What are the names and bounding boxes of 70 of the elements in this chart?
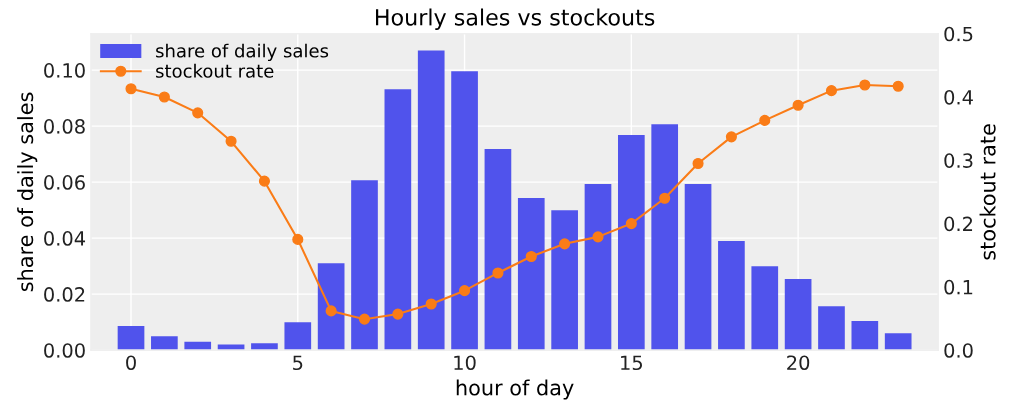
point: [559, 238, 571, 250]
point: [625, 218, 637, 230]
y-tick-label: 0.10: [44, 63, 85, 78]
y2-tick-label: 0.3: [944, 153, 973, 168]
point: [125, 83, 137, 95]
bar: [584, 184, 612, 351]
y-tick-label: 0.02: [44, 287, 85, 302]
point: [192, 107, 204, 119]
chart-title: Hourly sales vs stockouts: [376, 8, 655, 30]
x-tick-label: 10: [454, 355, 476, 371]
point: [759, 114, 771, 126]
bar: [718, 240, 745, 351]
y2-tick-label: 0.0: [944, 343, 973, 358]
point: [158, 91, 170, 103]
point: [825, 85, 838, 97]
bar: [284, 322, 312, 351]
y2-axis-title: stockout rate: [979, 124, 996, 260]
legend-label: stockout rate: [156, 63, 274, 78]
point: [492, 267, 504, 279]
bar: [151, 336, 178, 351]
point: [859, 79, 871, 91]
bar: [618, 135, 645, 351]
bar: [751, 266, 779, 351]
x-tick-label: 0: [126, 355, 136, 371]
point: [725, 131, 737, 143]
point: [325, 305, 337, 317]
y-tick-label: 0.06: [44, 175, 85, 190]
y2-tick-label: 0.2: [944, 216, 973, 232]
x-tick-label: 5: [293, 355, 303, 371]
bar: [184, 341, 212, 351]
bar: [851, 321, 879, 351]
point: [592, 231, 604, 243]
bar: [417, 50, 445, 351]
y2-tick-label: 0.5: [944, 26, 973, 42]
point: [392, 308, 404, 320]
point: [892, 80, 904, 92]
x-tick-label: 15: [621, 355, 643, 371]
point: [792, 99, 804, 111]
bar: [884, 333, 912, 351]
bar: [484, 149, 512, 351]
point: [258, 175, 270, 187]
bar: [551, 210, 578, 351]
x-tick-label: 20: [787, 355, 810, 371]
bar: [317, 263, 345, 351]
y-tick-label: 0.00: [44, 343, 85, 358]
bar: [251, 343, 278, 351]
point: [358, 313, 371, 325]
y-tick-label: 0.04: [44, 231, 86, 246]
bar: [818, 306, 845, 351]
bar: [451, 71, 478, 351]
x-axis-title: hour of day: [456, 379, 574, 400]
bar: [384, 89, 412, 351]
point: [459, 285, 471, 297]
legend-label: share of daily sales: [156, 43, 329, 62]
point: [659, 192, 671, 204]
bar: [684, 184, 712, 351]
y2-tick-label: 0.4: [944, 89, 973, 105]
bar: [351, 180, 378, 351]
point: [292, 233, 304, 245]
y-axis-title: share of daily sales: [17, 92, 38, 292]
point: [525, 250, 537, 263]
point: [692, 157, 704, 170]
bar: [517, 198, 545, 351]
y-tick-label: 0.08: [44, 119, 85, 134]
bar: [784, 279, 812, 351]
point: [425, 298, 437, 310]
bar: [651, 124, 679, 351]
bar: [117, 326, 145, 351]
y2-tick-label: 0.1: [944, 279, 973, 295]
point: [225, 135, 237, 147]
